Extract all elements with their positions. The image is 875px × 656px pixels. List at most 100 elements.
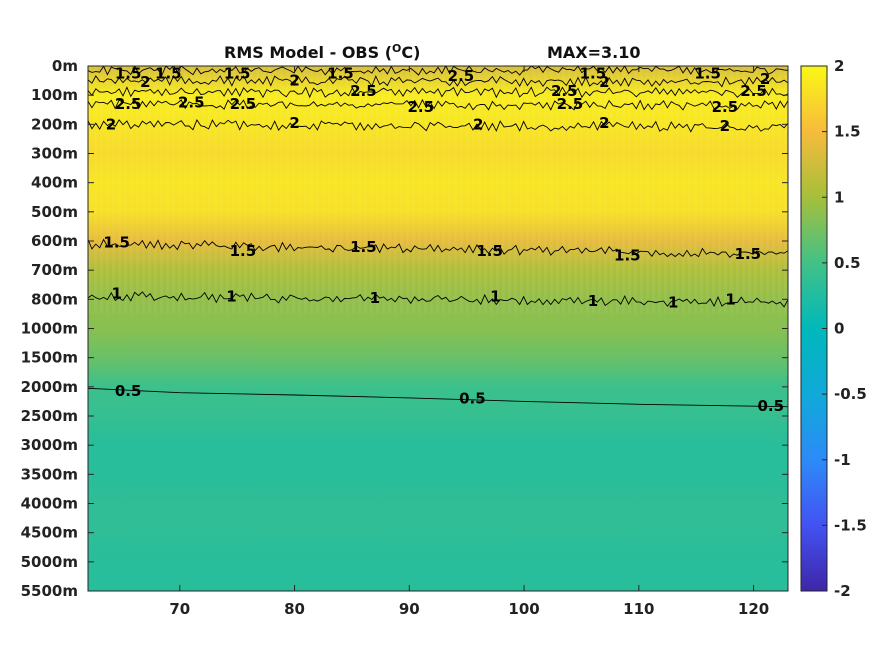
- stripe: [700, 66, 703, 314]
- y-tick-label: 2500m: [21, 407, 78, 425]
- contour-label: 2: [599, 114, 609, 132]
- stripe: [466, 66, 469, 314]
- contour-label: 0.5: [115, 382, 142, 400]
- contour-label: 1.5: [350, 238, 377, 256]
- stripe: [778, 66, 781, 314]
- contour-label: 1: [111, 285, 121, 303]
- contour-label: 1.5: [115, 64, 142, 82]
- stripe: [280, 66, 283, 314]
- stripe: [382, 66, 385, 314]
- heatmap-plot-area: 1.5 1.5 1.5 1.5 1.5 1.52 2 2.5 2 22.5 2.5 2.52.52.5…: [87, 64, 789, 592]
- stripe: [100, 66, 103, 314]
- stripe: [328, 66, 331, 314]
- contour-label: 2.5: [115, 95, 142, 113]
- stripe: [142, 66, 145, 314]
- contour-label: 2.5: [740, 82, 767, 100]
- contour-label: 2: [140, 73, 150, 91]
- stripe: [604, 66, 607, 314]
- colorbar-tick-label: 0.5: [834, 254, 861, 272]
- contour-label: 2.5: [350, 82, 377, 100]
- stripe: [610, 66, 613, 314]
- stripe: [754, 66, 757, 314]
- chart-title: RMS Model - OBS (OC): [224, 42, 420, 62]
- stripe: [454, 66, 457, 314]
- contour-label: 2: [720, 117, 730, 135]
- y-tick-label: 5500m: [21, 582, 78, 600]
- contour-label: 1: [588, 292, 598, 310]
- contour-line: [88, 98, 788, 111]
- stripe: [340, 66, 343, 314]
- stripe: [154, 66, 157, 314]
- contour-label: 0.5: [459, 390, 486, 408]
- y-tick-label: 3500m: [21, 465, 78, 483]
- stripe: [562, 66, 565, 314]
- stripe: [670, 66, 673, 314]
- stripe: [262, 66, 265, 314]
- stripe: [568, 66, 571, 314]
- stripe: [652, 66, 655, 314]
- stripe: [118, 66, 121, 314]
- stripe: [106, 66, 109, 314]
- contour-label: 0.5: [757, 397, 784, 415]
- stripe: [478, 66, 481, 314]
- x-tick-label: 80: [284, 600, 305, 618]
- stripe: [532, 66, 535, 314]
- contour-line: [88, 66, 788, 77]
- stripe: [490, 66, 493, 314]
- contour-label: 2.5: [178, 93, 205, 111]
- contour-label: 2.5: [551, 82, 578, 100]
- y-tick-label: 5000m: [21, 553, 78, 571]
- stripe: [352, 66, 355, 314]
- y-tick-label: 0m: [52, 57, 78, 75]
- stripe: [448, 66, 451, 314]
- stripe: [274, 66, 277, 314]
- contour-label: 2.5: [448, 67, 475, 85]
- y-tick-label: 1500m: [21, 349, 78, 367]
- colorbar: 2 1.5 1 0.5 0 -0.5 -1 -1.5 -2: [800, 57, 867, 600]
- contour-label: 2: [760, 70, 770, 88]
- stripe: [388, 66, 391, 314]
- y-tick-label: 400m: [31, 174, 78, 192]
- stripe: [256, 66, 259, 314]
- stripe: [310, 66, 313, 314]
- y-tick-label: 1000m: [21, 320, 78, 338]
- stripe: [688, 66, 691, 314]
- stripe: [634, 66, 637, 314]
- stripe: [640, 66, 643, 314]
- colorbar-tick-label: -1.5: [834, 516, 867, 534]
- contour-label: 1: [668, 293, 678, 311]
- stripe: [226, 66, 229, 314]
- colorbar-tick-label: -0.5: [834, 385, 867, 403]
- stripe: [286, 66, 289, 314]
- colorbar-tick-label: 0: [834, 320, 844, 338]
- stripe: [730, 66, 733, 314]
- x-tick-label: 120: [738, 600, 769, 618]
- stripe: [190, 66, 193, 314]
- contour-label: 2.5: [712, 98, 739, 116]
- stripe: [484, 66, 487, 314]
- stripe: [586, 66, 589, 314]
- stripe: [712, 66, 715, 314]
- y-tick-label: 800m: [31, 290, 78, 308]
- stripe: [508, 66, 511, 314]
- max-value-label: MAX=3.10: [547, 43, 641, 62]
- stripe: [544, 66, 547, 314]
- stripe: [718, 66, 721, 314]
- stripe: [136, 66, 139, 314]
- colorbar-tick-label: -1: [834, 451, 851, 469]
- y-tick-label: 4500m: [21, 524, 78, 542]
- contour-label: 1.5: [327, 64, 354, 82]
- contour-label: 1: [725, 290, 735, 308]
- stripe: [184, 66, 187, 314]
- contour-label: 2: [599, 73, 609, 91]
- x-tick-label: 110: [623, 600, 654, 618]
- stripe: [682, 66, 685, 314]
- stripe: [214, 66, 217, 314]
- stripe: [124, 66, 127, 314]
- y-axis-depth-ticks: 0m 100m 200m 300m 400m 500m 600m 700m 800m 1000m 1…: [21, 57, 788, 600]
- y-tick-label: 100m: [31, 86, 78, 104]
- contour-label: 2: [289, 114, 299, 132]
- stripe: [526, 66, 529, 314]
- contour-label: 1.5: [230, 242, 257, 260]
